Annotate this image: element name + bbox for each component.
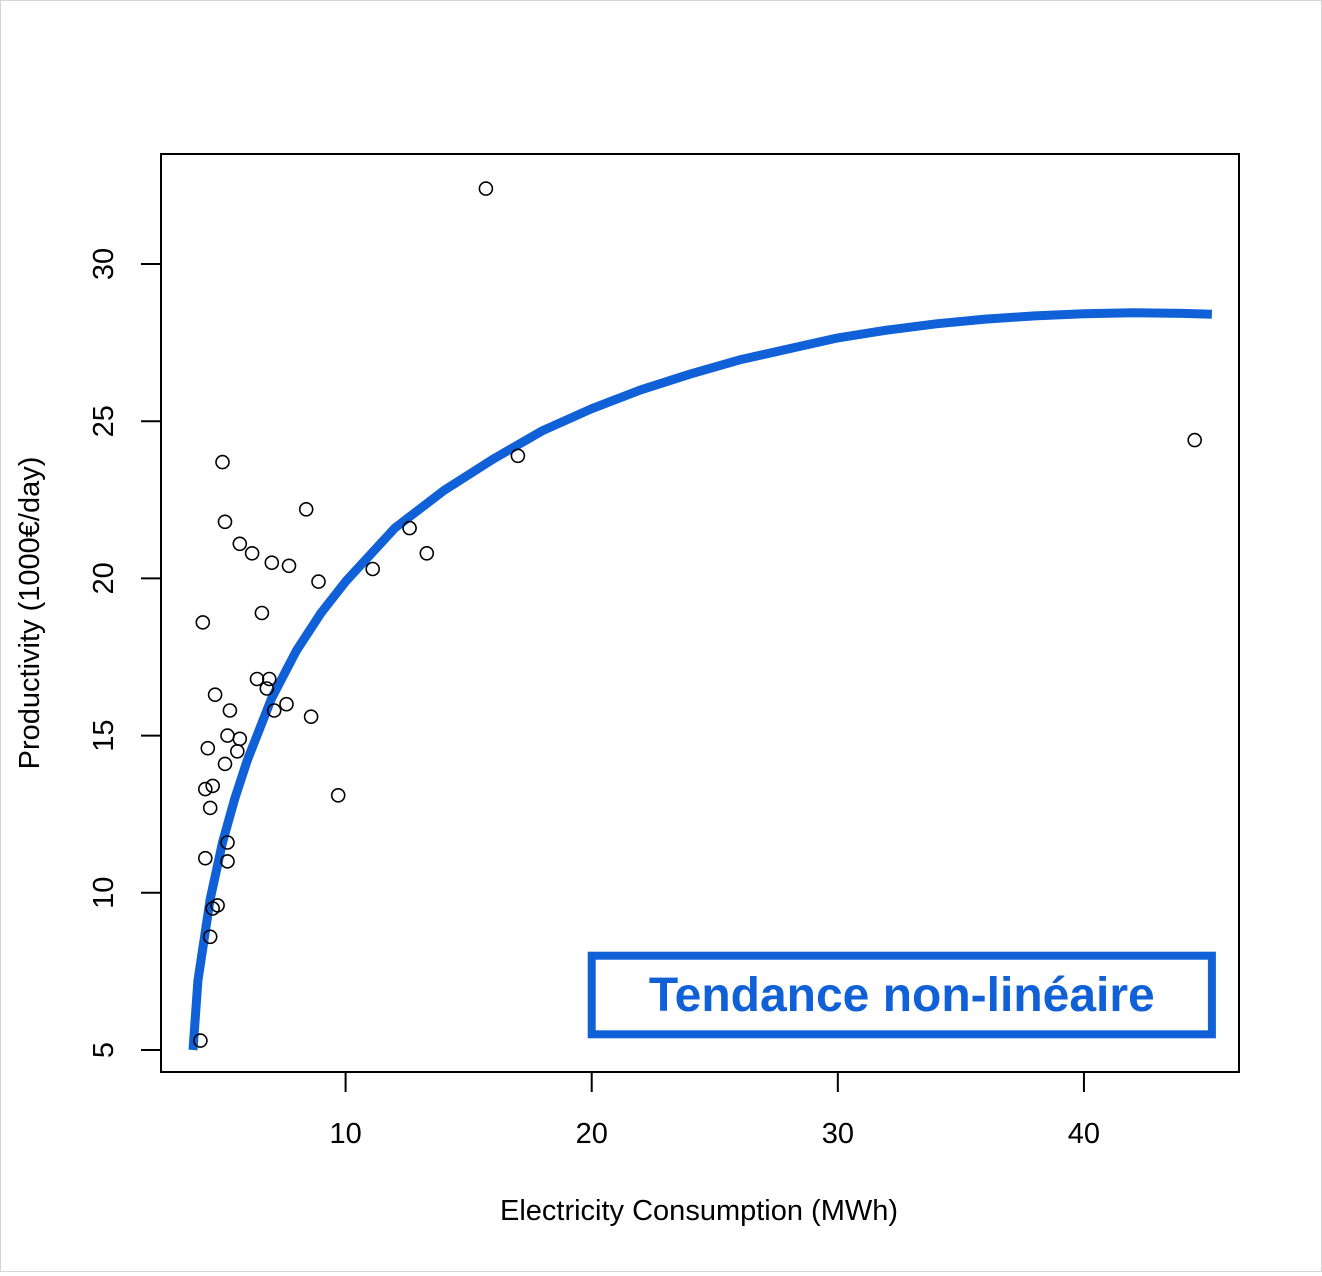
y-tick-label: 5 [88,1042,120,1058]
data-point [210,898,225,913]
data-point [232,731,248,747]
data-point [222,703,238,718]
x-tick-label: 10 [329,1118,361,1150]
data-point [266,703,282,718]
x-axis: 10 20 30 40 [329,1071,1100,1150]
data-point [1187,432,1202,448]
y-tick-label: 20 [88,562,120,594]
data-point [311,574,326,589]
data-point [220,728,235,743]
x-tick-label: 20 [576,1118,608,1150]
y-tick-label: 25 [88,405,120,437]
data-point [217,756,233,772]
data-point [478,181,494,196]
points-layer [193,181,1202,1048]
x-tick-label: 40 [1068,1118,1100,1150]
data-point [254,605,270,621]
x-tick-label: 30 [822,1118,854,1150]
data-point [281,558,297,574]
data-point [232,536,248,552]
data-point [230,743,245,759]
x-axis-title: Electricity Consumption (MWh) [500,1195,898,1227]
data-point [215,454,230,470]
y-tick-label: 15 [88,719,120,751]
data-point [365,561,381,577]
annotation-border [587,951,1216,1039]
y-axis-title: Productivity (1000€/day) [14,457,46,770]
annotation-text: Tendance non-linéaire [649,969,1155,1022]
trend-line [188,308,1213,1051]
data-point [303,709,319,725]
data-point [207,687,223,703]
trend-layer [188,308,1213,1051]
data-point [419,545,435,561]
data-point [298,501,314,517]
data-point [195,615,211,630]
annotation-box: Tendance non-linéaire [587,951,1216,1039]
data-point [261,671,277,687]
data-point [198,850,213,866]
data-point [259,681,275,696]
y-axis: 5 10 15 20 25 30 [88,248,162,1058]
y-tick-label: 10 [88,877,120,909]
data-point [217,514,233,530]
data-point [198,781,213,797]
data-point [220,835,235,850]
data-point [193,1033,208,1048]
data-point [330,787,346,803]
data-point [220,854,235,869]
data-point [205,778,220,794]
data-point [244,545,260,561]
data-point [202,929,218,945]
data-point [510,448,526,464]
data-point [202,800,218,816]
data-point [402,520,417,536]
data-point [264,555,280,571]
y-tick-label: 30 [88,248,120,280]
data-point [200,740,216,756]
data-point [279,696,294,712]
